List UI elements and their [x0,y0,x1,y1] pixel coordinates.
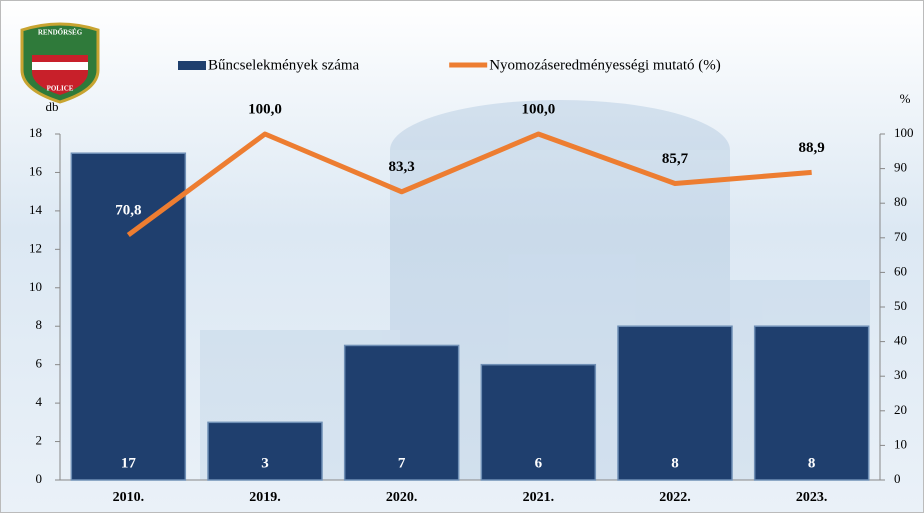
x-tick-label: 2019. [249,490,281,505]
y2-tick-label: 70 [894,229,907,244]
logo: RENDŐRSÉG POLICE [20,22,100,104]
y2-axis-label: % [900,91,911,106]
line-label: 70,8 [115,202,141,218]
y-tick-label: 16 [29,163,43,178]
legend-swatch [178,61,206,70]
y-tick-label: 10 [29,279,42,294]
y2-tick-label: 60 [894,263,907,278]
y-tick-label: 18 [29,125,42,140]
line-label: 100,0 [521,101,555,117]
y-tick-label: 6 [36,356,43,371]
bar [343,344,460,481]
x-tick-label: 2022. [659,490,691,505]
y-tick-label: 12 [29,240,42,255]
y-tick-label: 0 [36,471,43,486]
y-axis-label: db [46,99,59,114]
y2-tick-label: 50 [894,298,907,313]
bar-label: 7 [398,455,406,471]
y-tick-label: 4 [36,394,43,409]
legend-label: Bűncselekmények száma [208,57,360,73]
y2-tick-label: 10 [894,436,907,451]
bar [207,421,323,481]
x-tick-label: 2010. [113,490,145,505]
y-tick-label: 2 [36,433,43,448]
line-label: 100,0 [248,101,282,117]
y2-tick-label: 0 [894,471,901,486]
legend-label: Nyomozáseredményességi mutató (%) [489,57,721,73]
bar-label: 8 [808,455,816,471]
bar [753,325,870,481]
logo-text: POLICE [47,85,74,93]
y2-tick-label: 30 [894,367,907,382]
y-tick-label: 14 [29,202,43,217]
line-label: 85,7 [662,151,689,167]
x-tick-label: 2021. [523,490,555,505]
line-label: 88,9 [799,140,825,156]
y-tick-label: 8 [36,317,43,332]
line-label: 83,3 [389,159,415,175]
logo-text: RENDŐRSÉG [38,29,83,37]
bar [480,363,597,481]
y2-tick-label: 90 [894,160,907,175]
bar-label: 6 [535,455,543,471]
y2-tick-label: 80 [894,194,907,209]
bar [617,325,733,481]
line [126,131,812,238]
y2-tick-label: 40 [894,333,907,348]
x-tick-label: 2023. [796,490,828,505]
bar-label: 3 [261,455,269,471]
bar-label: 8 [671,455,679,471]
x-tick-label: 2020. [386,490,418,505]
y2-tick-label: 20 [894,402,907,417]
y2-tick-label: 100 [894,125,914,140]
bar-label: 17 [121,455,137,471]
